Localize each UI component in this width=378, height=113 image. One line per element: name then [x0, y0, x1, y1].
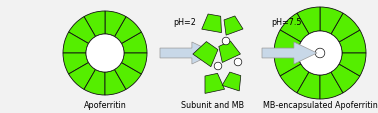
Polygon shape: [224, 17, 243, 36]
Circle shape: [222, 38, 230, 45]
Wedge shape: [280, 14, 309, 43]
Wedge shape: [63, 54, 88, 74]
Wedge shape: [331, 64, 360, 93]
Polygon shape: [193, 42, 218, 67]
Wedge shape: [339, 54, 366, 76]
Text: pH=2: pH=2: [173, 18, 196, 27]
Wedge shape: [121, 54, 147, 74]
Wedge shape: [320, 72, 343, 99]
FancyArrow shape: [160, 43, 215, 64]
Wedge shape: [280, 64, 309, 93]
Polygon shape: [205, 74, 225, 94]
Circle shape: [86, 35, 124, 72]
Wedge shape: [274, 31, 301, 54]
Wedge shape: [297, 8, 320, 35]
Wedge shape: [84, 70, 105, 95]
Wedge shape: [63, 33, 88, 54]
Wedge shape: [115, 18, 141, 44]
Wedge shape: [84, 12, 105, 37]
Wedge shape: [121, 33, 147, 54]
Text: pH=7.5: pH=7.5: [271, 18, 302, 27]
Wedge shape: [297, 72, 320, 99]
FancyArrow shape: [262, 43, 317, 64]
Circle shape: [214, 63, 222, 70]
Text: MB-encapsulated Apoferritin: MB-encapsulated Apoferritin: [263, 100, 377, 109]
Wedge shape: [105, 70, 126, 95]
Text: Apoferritin: Apoferritin: [84, 100, 126, 109]
Wedge shape: [69, 63, 96, 90]
Wedge shape: [115, 63, 141, 90]
Wedge shape: [331, 14, 360, 43]
Wedge shape: [69, 18, 96, 44]
Circle shape: [315, 49, 325, 58]
Circle shape: [298, 32, 342, 75]
Wedge shape: [320, 8, 343, 35]
Polygon shape: [219, 42, 240, 63]
Polygon shape: [202, 15, 222, 33]
Wedge shape: [274, 54, 301, 76]
Circle shape: [234, 59, 242, 66]
Polygon shape: [222, 72, 241, 91]
Wedge shape: [105, 12, 126, 37]
Wedge shape: [339, 31, 366, 54]
Text: Subunit and MB: Subunit and MB: [181, 100, 244, 109]
